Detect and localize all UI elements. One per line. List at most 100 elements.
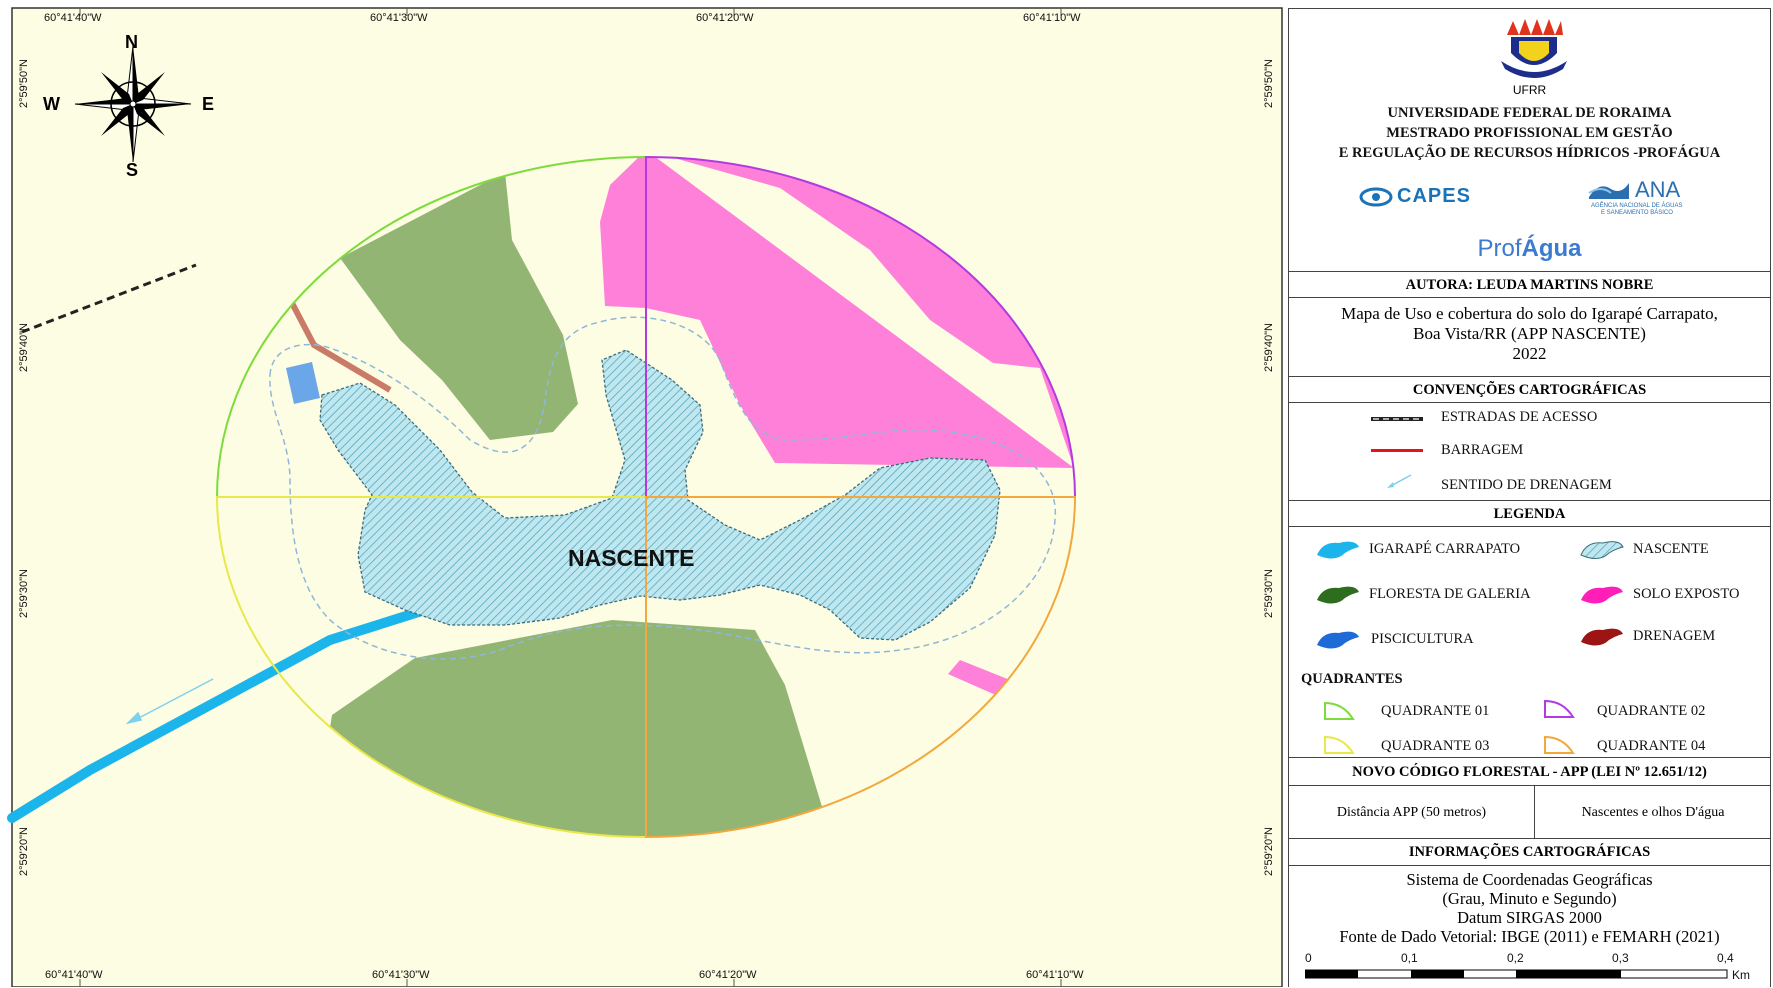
map-area: N S E W NASCENTE 60°41'40"W 60°41'30"W 6… (7, 7, 1283, 987)
compass-n: N (125, 32, 138, 52)
scale-label-2: 0,2 (1507, 951, 1524, 965)
left-tick-4: 2°59'20"N (18, 827, 30, 876)
institution-line-2: MESTRADO PROFISSIONAL EM GESTÃO (1386, 125, 1673, 141)
right-tick-1: 2°59'50"N (1263, 59, 1275, 108)
legend-nascente: NASCENTE (1633, 541, 1709, 557)
scale-unit: Km (1732, 968, 1750, 982)
nascente-area (319, 349, 1001, 641)
road-symbol-icon (1371, 417, 1423, 421)
forest-code-header: NOVO CÓDIGO FLORESTAL - APP (LEI Nº 12.6… (1289, 757, 1770, 785)
nascente-label: NASCENTE (568, 545, 695, 571)
info-line-4: Fonte de Dado Vetorial: IBGE (2011) e FE… (1339, 927, 1720, 946)
legend-quadrant-04: QUADRANTE 04 (1597, 738, 1706, 754)
convention-dam: BARRAGEM (1441, 442, 1524, 458)
drainage-direction-arrow (125, 678, 214, 725)
title-line-1: Mapa de Uso e cobertura do solo do Igara… (1341, 304, 1718, 323)
ufrr-logo (1501, 19, 1567, 78)
legend-floresta: FLORESTA DE GALERIA (1369, 586, 1531, 602)
ana-logo: ANA AGÊNCIA NACIONAL DE ÁGUAS E SANEAMEN… (1587, 177, 1707, 217)
legend-piscicultura: PISCICULTURA (1371, 631, 1474, 647)
capes-text: CAPES (1397, 185, 1471, 207)
profagua-prof: Prof (1477, 235, 1522, 262)
scale-bar-graphic (1305, 969, 1728, 979)
app-type: Nascentes e olhos D'água (1581, 805, 1725, 820)
title-line-2: Boa Vista/RR (APP NASCENTE) (1413, 324, 1646, 343)
right-tick-3: 2°59'30"N (1263, 569, 1275, 618)
quadrant-01-swatch-icon (1324, 701, 1355, 720)
top-tick-4: 60°41'10"W (1023, 12, 1081, 24)
institution-line-1: UNIVERSIDADE FEDERAL DE RORAIMA (1387, 105, 1672, 121)
bottom-tick-4: 60°41'10"W (1026, 969, 1084, 981)
ana-subtitle-2: E SANEAMENTO BÁSICO (1601, 210, 1673, 216)
app-buffer (269, 316, 1056, 660)
left-tick-1: 2°59'50"N (18, 59, 30, 108)
capes-eye-icon (1359, 187, 1393, 206)
scale-label-3: 0,3 (1612, 951, 1629, 965)
conventions-header: CONVENÇÕES CARTOGRÁFICAS (1289, 376, 1770, 402)
solo-exposto-swatch-icon (1581, 586, 1623, 604)
compass-rose-icon (74, 45, 192, 163)
map-canvas (7, 7, 1283, 987)
bottom-tick-2: 60°41'30"W (372, 969, 430, 981)
drainage-symbol-icon (1387, 474, 1412, 488)
scale-label-1: 0,1 (1401, 951, 1418, 965)
quadrants-header: QUADRANTES (1301, 671, 1403, 687)
top-tick-2: 60°41'30"W (370, 12, 428, 24)
convention-road: ESTRADAS DE ACESSO (1441, 409, 1598, 425)
legend-igarape: IGARAPÉ CARRAPATO (1369, 541, 1521, 557)
legend-header: LEGENDA (1289, 500, 1770, 526)
compass-e: E (202, 94, 215, 114)
left-tick-3: 2°59'30"N (18, 569, 30, 618)
profagua-agua: Água (1521, 235, 1582, 262)
quadrante-01 (215, 155, 647, 498)
nascente-swatch-icon (1580, 541, 1624, 559)
right-tick-4: 2°59'20"N (1263, 827, 1275, 876)
institution-section: UFRR UNIVERSIDADE FEDERAL DE RORAIMA MES… (1289, 9, 1770, 271)
access-road (21, 263, 197, 334)
igarape-carrapato (7, 605, 430, 823)
legend-quadrant-02: QUADRANTE 02 (1597, 703, 1706, 719)
floresta-galeria-north (340, 172, 578, 440)
author: AUTORA: LEUDA MARTINS NOBRE (1289, 271, 1770, 297)
convention-drainage: SENTIDO DE DRENAGEM (1441, 477, 1612, 493)
quadrante-04 (645, 496, 1077, 839)
igarape-swatch-icon (1317, 541, 1359, 559)
quadrante-03 (215, 496, 647, 839)
scale-label-0: 0 (1305, 951, 1312, 965)
piscicultura (286, 362, 320, 404)
quadrant-03-swatch-icon (1324, 735, 1355, 754)
info-section: Sistema de Coordenadas Geográficas (Grau… (1289, 865, 1770, 988)
quadrant-02-swatch-icon (1544, 699, 1575, 718)
right-tick-2: 2°59'40"N (1263, 323, 1275, 372)
top-tick-3: 60°41'20"W (696, 12, 754, 24)
drenagem-swatch-icon (1581, 628, 1623, 646)
map-title: Mapa de Uso e cobertura do solo do Igara… (1289, 297, 1770, 376)
compass-w: W (43, 94, 60, 114)
solo-exposto-west-edge (600, 157, 646, 308)
title-line-3: 2022 (1512, 344, 1547, 363)
legend-quadrant-01: QUADRANTE 01 (1381, 703, 1490, 719)
institution-line-3: E REGULAÇÃO DE RECURSOS HÍDRICOS -PROFÁG… (1338, 145, 1721, 161)
legend-drenagem: DRENAGEM (1633, 628, 1716, 644)
left-tick-2: 2°59'40"N (18, 323, 30, 372)
quadrant-04-swatch-icon (1544, 735, 1575, 754)
floresta-swatch-icon (1317, 586, 1359, 604)
info-line-3: Datum SIRGAS 2000 (1457, 908, 1602, 927)
top-tick-1: 60°41'40"W (44, 12, 102, 24)
info-line-2: (Grau, Minuto e Segundo) (1442, 889, 1617, 908)
capes-logo: CAPES (1359, 185, 1471, 208)
institution-name: UNIVERSIDADE FEDERAL DE RORAIMA MESTRADO… (1289, 103, 1770, 163)
bottom-tick-1: 60°41'40"W (45, 969, 103, 981)
forest-code-section: Distância APP (50 metros) Nascentes e ol… (1289, 785, 1770, 839)
legend-section: IGARAPÉ CARRAPATO NASCENTE FLORESTA DE G… (1289, 526, 1770, 757)
map-legend-panel: UFRR UNIVERSIDADE FEDERAL DE RORAIMA MES… (1288, 8, 1771, 987)
info-line-1: Sistema de Coordenadas Geográficas (1406, 870, 1653, 889)
profagua-logo: ProfÁgua (1289, 235, 1770, 263)
compass-s: S (126, 160, 139, 180)
piscicultura-swatch-icon (1317, 631, 1359, 649)
app-distance: Distância APP (50 metros) (1289, 786, 1535, 839)
ana-subtitle-1: AGÊNCIA NACIONAL DE ÁGUAS (1591, 203, 1683, 209)
ana-text: ANA (1635, 177, 1681, 202)
ufrr-caption: UFRR (1512, 83, 1547, 97)
quadrante-02 (645, 155, 1077, 498)
